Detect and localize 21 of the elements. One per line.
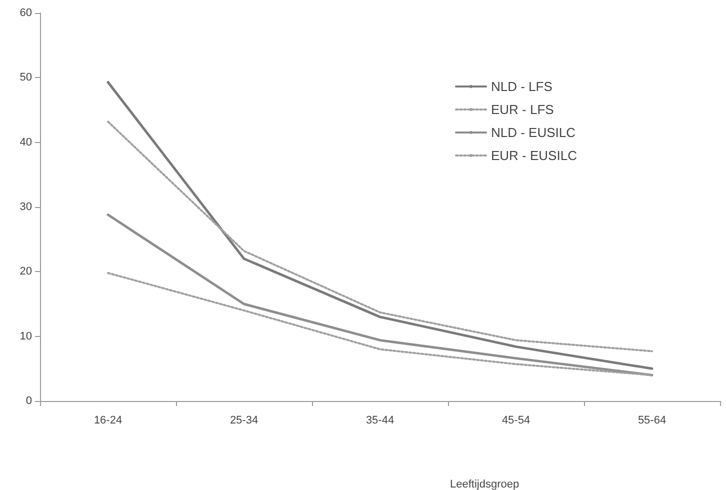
legend-label: EUR - LFS [491,102,554,117]
legend-label: EUR - EUSILC [491,148,577,163]
x-tick-label: 35-44 [366,414,394,426]
y-tick-label: 0 [26,395,32,407]
line-series [106,80,654,370]
y-tick-label: 30 [20,201,32,213]
legend-label: NLD - EUSILC [491,125,576,140]
x-axis-title: Leeftijdsgroep [450,478,520,490]
line-series [107,272,653,376]
legend-label: NLD - LFS [491,79,553,94]
x-tick-label: 16-24 [94,414,122,426]
x-tick-label: 45-54 [502,414,530,426]
y-tick-label: 10 [20,330,32,342]
x-tick-label: 25-34 [230,414,258,426]
x-tick-label: 55-64 [638,414,666,426]
line-series [107,120,653,352]
line-series [106,214,654,376]
y-tick-label: 50 [20,72,32,84]
y-tick-label: 40 [20,136,32,148]
y-tick-label: 20 [20,266,32,278]
y-tick-label: 60 [20,7,32,19]
